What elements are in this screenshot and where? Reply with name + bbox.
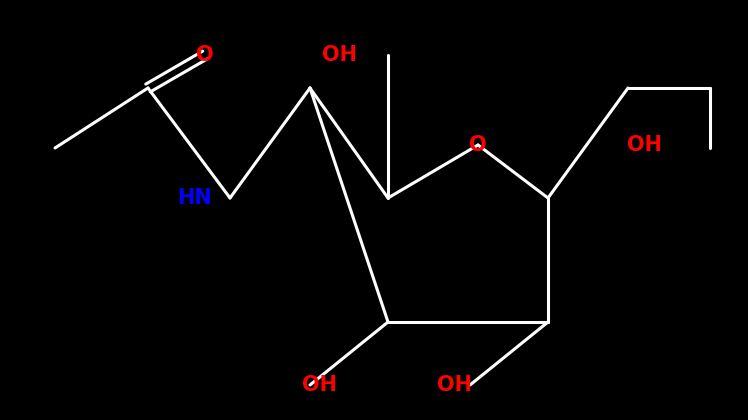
Text: OH: OH <box>322 45 358 65</box>
Text: OH: OH <box>302 375 337 395</box>
Text: O: O <box>469 135 487 155</box>
Text: O: O <box>196 45 214 65</box>
Text: HN: HN <box>177 188 212 208</box>
Text: OH: OH <box>628 135 663 155</box>
Text: OH: OH <box>438 375 473 395</box>
